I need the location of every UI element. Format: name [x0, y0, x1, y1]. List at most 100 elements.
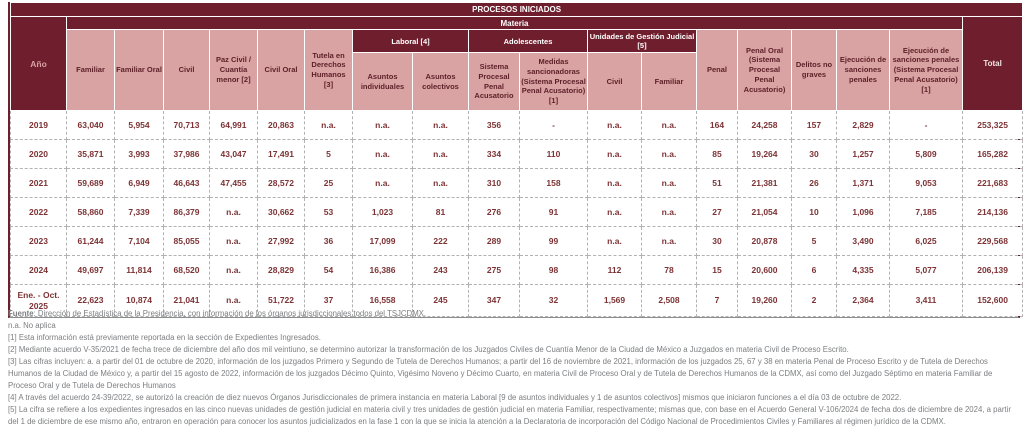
data-cell: 2,508 — [641, 284, 697, 317]
data-cell: 22,623 — [66, 284, 115, 317]
data-cell: 5,809 — [889, 139, 963, 169]
data-cell: n.a. — [587, 139, 642, 169]
table-row: 2022 58,860 7,339 86,379 n.a. 30,662 53 1,023 81… — [10, 197, 1024, 227]
column-header-tutela: Tutela en Derechos Humanos [3] — [304, 29, 353, 111]
data-cell: n.a. — [587, 197, 642, 227]
column-header-total: Total — [961, 16, 1024, 111]
data-cell: n.a. — [209, 197, 258, 227]
group-header-unidades-gestion: Unidades de Gestión Judicial [5] — [587, 29, 697, 53]
column-header-civil-oral: Civil Oral — [257, 29, 305, 111]
data-cell: n.a. — [641, 168, 697, 198]
data-cell: 158 — [519, 168, 588, 198]
row-year: 2024 — [10, 255, 67, 285]
data-cell: 20,600 — [737, 255, 792, 285]
data-cell: 4,335 — [836, 255, 890, 285]
data-cell: 28,829 — [257, 255, 305, 285]
data-cell: 206,139 — [961, 255, 1024, 285]
data-cell: 10 — [791, 197, 837, 227]
data-cell: 289 — [468, 226, 520, 256]
data-cell: 30 — [791, 139, 837, 169]
data-cell: n.a. — [352, 110, 413, 140]
materia-row: Año Materia Total — [10, 16, 1024, 111]
data-cell: 6,025 — [889, 226, 963, 256]
table-row: 2021 59,689 6,949 46,643 47,455 28,572 25 n.a. n… — [10, 168, 1024, 198]
data-cell: 85 — [696, 139, 738, 169]
data-cell: 27 — [696, 197, 738, 227]
data-cell: 51 — [696, 168, 738, 198]
data-cell: 152,600 — [961, 284, 1024, 317]
table-body: 2019 63,040 5,954 70,713 64,991 20,863 n.a. n.a… — [10, 110, 1024, 317]
data-cell: 2 — [791, 284, 837, 317]
data-cell: 221,683 — [961, 168, 1024, 198]
data-cell: 276 — [468, 197, 520, 227]
table-row: 2023 61,244 7,104 85,055 n.a. 27,992 36 17,099 2… — [10, 226, 1024, 256]
data-cell: 21,054 — [737, 197, 792, 227]
data-cell: 91 — [519, 197, 588, 227]
data-cell: 30 — [696, 226, 738, 256]
data-cell: 7,185 — [889, 197, 963, 227]
data-cell: 64,991 — [209, 110, 258, 140]
data-cell: 26 — [791, 168, 837, 198]
footnote-fuente: Fuente: Dirección de Estadística de la P… — [8, 308, 1018, 320]
group-header-row: Familiar Familiar Oral Civil Paz Civil /… — [11, 29, 1023, 111]
data-cell: n.a. — [209, 255, 258, 285]
row-year: 2019 — [10, 110, 67, 140]
data-cell: 21,381 — [737, 168, 792, 198]
data-cell: 85,055 — [163, 226, 210, 256]
data-cell: 58,860 — [66, 197, 115, 227]
data-cell: 165,282 — [961, 139, 1024, 169]
table-row: 2024 49,697 11,814 68,520 n.a. 28,829 54 16,386… — [10, 255, 1024, 285]
data-cell: - — [889, 110, 963, 140]
row-year: 2020 — [10, 139, 67, 169]
data-cell: 27,992 — [257, 226, 305, 256]
footnotes: Fuente: Dirección de Estadística de la P… — [8, 308, 1018, 428]
column-header-familiar: Familiar — [66, 29, 115, 111]
column-header-civil: Civil — [163, 29, 210, 111]
data-cell: 17,099 — [352, 226, 413, 256]
column-header-penal: Penal — [696, 29, 738, 111]
row-year: 2021 — [10, 168, 67, 198]
title-row: PROCESOS INICIADOS — [9, 2, 1024, 17]
data-cell: 1,257 — [836, 139, 890, 169]
column-header-anio: Año — [10, 16, 67, 111]
data-cell: 3,993 — [114, 139, 164, 169]
column-header-sistema-procesal: Sistema Procesal Penal Acusatorio — [468, 52, 520, 111]
data-cell: 21,041 — [163, 284, 210, 317]
data-cell: 2,829 — [836, 110, 890, 140]
data-cell: 1,096 — [836, 197, 890, 227]
footnote-line: [3] Las cifras incluyen: a. a partir del… — [8, 357, 993, 390]
data-cell: 35,871 — [66, 139, 115, 169]
data-cell: 253,325 — [961, 110, 1024, 140]
data-cell: 7,104 — [114, 226, 164, 256]
data-cell: 86,379 — [163, 197, 210, 227]
column-header-ejecucion-sanciones-sppa: Ejecución de sanciones penales (Sistema … — [889, 29, 963, 111]
row-year: Ene. - Oct. 2025 — [10, 284, 67, 317]
data-cell: 54 — [304, 255, 353, 285]
statistics-table: PROCESOS INICIADOS Año Materia Total Fam… — [9, 2, 1024, 317]
data-cell: 7,339 — [114, 197, 164, 227]
data-cell: 5 — [791, 226, 837, 256]
footnote-line: [2] Mediante acuerdo V-35/2021 de fecha … — [8, 345, 849, 354]
data-cell: 11,814 — [114, 255, 164, 285]
data-cell: 1,569 — [587, 284, 642, 317]
data-cell: 6 — [791, 255, 837, 285]
data-cell: 98 — [519, 255, 588, 285]
column-header-paz-civil: Paz Civil / Cuantía menor [2] — [209, 29, 258, 111]
table-row: 2019 63,040 5,954 70,713 64,991 20,863 n.a. n.a… — [10, 110, 1024, 140]
data-cell: 110 — [519, 139, 588, 169]
column-header-familiar-oral: Familiar Oral — [114, 29, 164, 111]
data-cell: 356 — [468, 110, 520, 140]
data-cell: 157 — [791, 110, 837, 140]
data-cell: n.a. — [641, 197, 697, 227]
data-cell: 51,722 — [257, 284, 305, 317]
data-cell: 20,863 — [257, 110, 305, 140]
data-cell: n.a. — [412, 168, 469, 198]
data-cell: 245 — [412, 284, 469, 317]
footnote-line: [5] La cifra se refiere a los expediente… — [8, 405, 1011, 426]
data-cell: 243 — [412, 255, 469, 285]
row-year: 2023 — [10, 226, 67, 256]
footnote-line: [1] Esta información está previamente re… — [8, 333, 321, 342]
data-cell: n.a. — [412, 139, 469, 169]
column-header-medidas-sancionadoras: Medidas sancionadoras (Sistema Procesal … — [519, 52, 588, 111]
data-cell: 1,371 — [836, 168, 890, 198]
